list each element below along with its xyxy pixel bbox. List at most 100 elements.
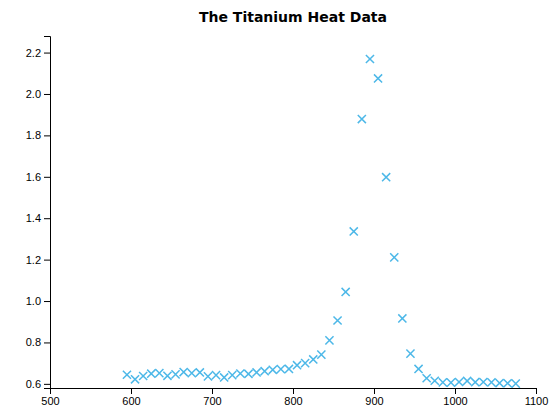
point bbox=[228, 371, 236, 379]
title: The Titanium Heat Data bbox=[199, 9, 387, 25]
point bbox=[463, 377, 471, 385]
tick: 1.6 bbox=[26, 171, 50, 183]
tick: 1.4 bbox=[26, 212, 50, 224]
point bbox=[171, 370, 179, 378]
point bbox=[512, 380, 520, 388]
tick-label: 1.4 bbox=[26, 212, 41, 224]
tick: 1.0 bbox=[26, 295, 50, 307]
point bbox=[301, 359, 309, 367]
point bbox=[163, 372, 171, 380]
tick-label: 600 bbox=[122, 395, 140, 407]
point bbox=[350, 227, 358, 235]
tick: 2.2 bbox=[26, 47, 50, 59]
point bbox=[123, 371, 131, 379]
tick: 1.8 bbox=[26, 129, 50, 141]
point bbox=[139, 372, 147, 380]
point bbox=[252, 368, 260, 376]
tick-label: 500 bbox=[41, 395, 59, 407]
plot: 500 600 700 800 900 1000 1100 0.6 0.8 1.0 1.2 1.4 1.… bbox=[26, 37, 549, 407]
point bbox=[366, 55, 374, 63]
point bbox=[479, 378, 487, 386]
tick-mark bbox=[44, 135, 50, 136]
point bbox=[204, 372, 212, 380]
point bbox=[390, 253, 398, 261]
tick-mark bbox=[44, 301, 50, 302]
tick-mark bbox=[374, 388, 375, 394]
x-axis-line bbox=[51, 389, 537, 395]
point bbox=[333, 316, 341, 324]
tick-mark bbox=[293, 388, 294, 394]
point bbox=[220, 373, 228, 381]
point bbox=[261, 367, 269, 375]
point bbox=[423, 374, 431, 382]
tick-mark bbox=[44, 177, 50, 178]
tick: 1100 bbox=[525, 388, 549, 407]
tick: 2.0 bbox=[26, 88, 50, 100]
tick-label: 700 bbox=[203, 395, 221, 407]
y-axis: 0.6 0.8 1.0 1.2 1.4 1.6 1.8 2.0 2.2 bbox=[26, 37, 51, 390]
point bbox=[406, 350, 414, 358]
point bbox=[471, 378, 479, 386]
point bbox=[495, 379, 503, 387]
tick-label: 900 bbox=[365, 395, 383, 407]
tick: 700 bbox=[203, 388, 221, 407]
point bbox=[269, 366, 277, 374]
points bbox=[123, 55, 520, 388]
y-axis-line bbox=[44, 37, 51, 389]
point bbox=[374, 74, 382, 82]
point bbox=[285, 365, 293, 373]
point bbox=[358, 115, 366, 123]
tick-label: 1100 bbox=[525, 395, 549, 407]
tick: 1.2 bbox=[26, 254, 50, 266]
tick: 1000 bbox=[443, 388, 467, 407]
tick-mark bbox=[44, 94, 50, 95]
tick-label: 1.6 bbox=[26, 171, 41, 183]
tick-mark bbox=[44, 53, 50, 54]
x-axis: 500 600 700 800 900 1000 1100 bbox=[41, 388, 548, 407]
point bbox=[447, 379, 455, 387]
tick-mark bbox=[536, 388, 537, 394]
point bbox=[293, 361, 301, 369]
tick-label: 1.0 bbox=[26, 295, 41, 307]
point bbox=[155, 369, 163, 377]
point bbox=[309, 355, 317, 363]
point bbox=[504, 379, 512, 387]
point bbox=[212, 371, 220, 379]
point bbox=[325, 336, 333, 344]
tick-label: 1.8 bbox=[26, 129, 41, 141]
point bbox=[244, 370, 252, 378]
tick-mark bbox=[44, 260, 50, 261]
point bbox=[398, 314, 406, 322]
tick-label: 2.0 bbox=[26, 88, 41, 100]
tick: 600 bbox=[122, 388, 140, 407]
tick: 500 bbox=[41, 388, 59, 407]
tick-mark bbox=[44, 384, 50, 385]
point bbox=[147, 370, 155, 378]
tick-label: 0.8 bbox=[26, 336, 41, 348]
tick-mark bbox=[44, 342, 50, 343]
point bbox=[382, 173, 390, 181]
tick: 0.8 bbox=[26, 336, 50, 348]
point bbox=[188, 369, 196, 377]
tick-label: 0.6 bbox=[26, 378, 41, 390]
tick-label: 800 bbox=[284, 395, 302, 407]
point bbox=[431, 377, 439, 385]
point bbox=[277, 365, 285, 373]
tick-mark bbox=[212, 388, 213, 394]
tick-label: 1.2 bbox=[26, 254, 41, 266]
point bbox=[180, 368, 188, 376]
tick-mark bbox=[131, 388, 132, 394]
point bbox=[342, 288, 350, 296]
tick-label: 1000 bbox=[443, 395, 467, 407]
point bbox=[439, 378, 447, 386]
tick: 0.6 bbox=[26, 378, 50, 390]
chart: 500 600 700 800 900 1000 1100 0.6 0.8 1.0 1.2 1.4 1.… bbox=[0, 0, 560, 420]
point bbox=[236, 369, 244, 377]
tick-mark bbox=[455, 388, 456, 394]
tick-label: 2.2 bbox=[26, 47, 41, 59]
tick-mark bbox=[44, 218, 50, 219]
point bbox=[455, 378, 463, 386]
point bbox=[414, 365, 422, 373]
point bbox=[131, 375, 139, 383]
point bbox=[317, 351, 325, 359]
